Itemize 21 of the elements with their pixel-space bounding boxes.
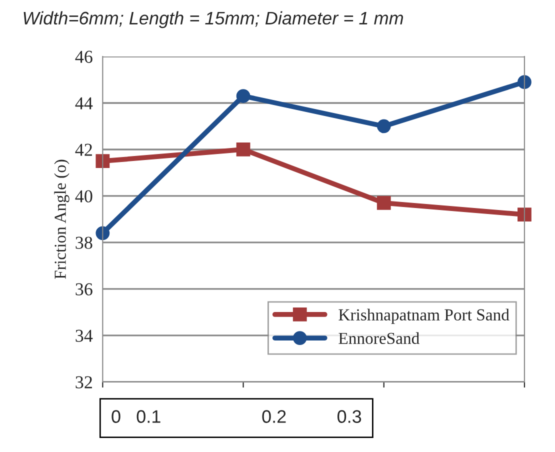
point	[518, 208, 532, 222]
y-axis-title: Friction Angle (o)	[54, 160, 70, 279]
y-tick-label: 32	[76, 376, 92, 388]
chart-title: Width=6mm; Length = 15mm; Diameter = 1 mm	[24, 11, 404, 28]
legend-label: Krishnapatnam Port Sand	[338, 308, 510, 324]
point	[518, 75, 532, 90]
y-tick-label: 36	[76, 283, 92, 296]
y-tick-label: 42	[75, 144, 92, 156]
y-tick-label: 44	[75, 97, 93, 110]
point	[236, 142, 250, 156]
point	[376, 196, 391, 210]
y-tick-label: 34	[76, 330, 93, 342]
point	[96, 154, 110, 168]
point	[96, 226, 110, 240]
point	[376, 119, 391, 134]
y-tick-label: 38	[76, 236, 92, 249]
y-tick-label: 46	[75, 50, 92, 63]
legend-label: EnnoreSand	[338, 332, 420, 344]
text: 0 0.1 0.2 0.3	[112, 410, 362, 423]
point	[236, 89, 250, 103]
y-tick-label: 40	[75, 190, 92, 202]
